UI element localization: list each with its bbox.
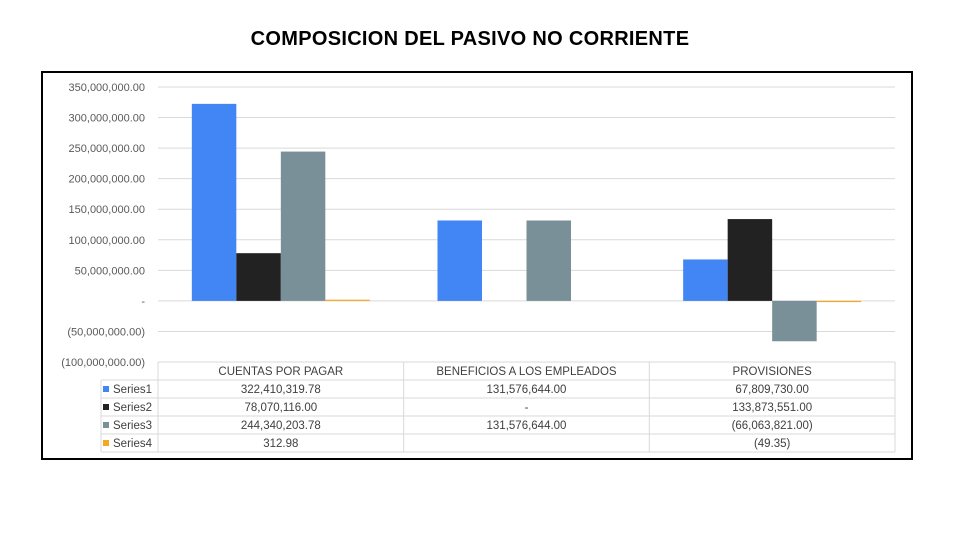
y-tick-label: - [141,296,145,308]
y-tick-label: 300,000,000.00 [69,113,145,125]
data-label: 131,576,644.00 [487,384,567,396]
legend-key [103,440,109,446]
data-label: 322,410,319.78 [241,384,321,396]
data-label: 78,070,116.00 [244,402,317,414]
y-tick-label: 200,000,000.00 [69,174,145,186]
data-label: 312.98 [263,438,298,450]
y-tick-label: 150,000,000.00 [69,204,145,216]
legend-key [103,404,109,410]
y-tick-label: 250,000,000.00 [69,143,145,155]
data-label: (66,063,821.00) [732,420,813,432]
category-label: BENEFICIOS A LOS EMPLEADOS [436,366,617,378]
bar [437,220,482,301]
legend-entry: Series3 [113,420,152,432]
bar [526,220,571,301]
legend-entry: Series1 [113,384,152,396]
data-label: 131,576,644.00 [487,420,567,432]
data-label: - [525,402,529,414]
bar [325,299,370,301]
legend-entry: Series4 [113,438,153,450]
y-tick-label: (100,000,000.00) [61,357,145,369]
data-label: 133,873,551.00 [732,402,812,414]
data-label: (49.35) [754,438,791,450]
bar [772,300,817,342]
legend-key [103,386,109,392]
bar [816,300,862,303]
chart-title: COMPOSICION DEL PASIVO NO CORRIENTE [250,28,690,50]
bar [683,259,728,301]
chart-plot: 350,000,000.00 300,000,000.00 250,000,000.… [61,82,896,453]
legend-key [103,422,109,428]
data-label: 67,809,730.00 [735,384,809,396]
y-tick-label: 50,000,000.00 [75,265,145,277]
bar [280,151,326,301]
y-tick-label: 100,000,000.00 [69,235,145,247]
category-label: CUENTAS POR PAGAR [218,366,343,378]
bar [236,253,281,301]
bar [191,103,237,301]
bar [727,219,773,301]
y-tick-label: 350,000,000.00 [69,82,145,94]
y-tick-label: (50,000,000.00) [67,326,145,338]
category-label: PROVISIONES [733,366,813,378]
data-label: 244,340,203.78 [241,420,321,432]
chart-frame: 350,000,000.00 300,000,000.00 250,000,000.… [41,71,913,460]
legend-entry: Series2 [113,402,152,414]
